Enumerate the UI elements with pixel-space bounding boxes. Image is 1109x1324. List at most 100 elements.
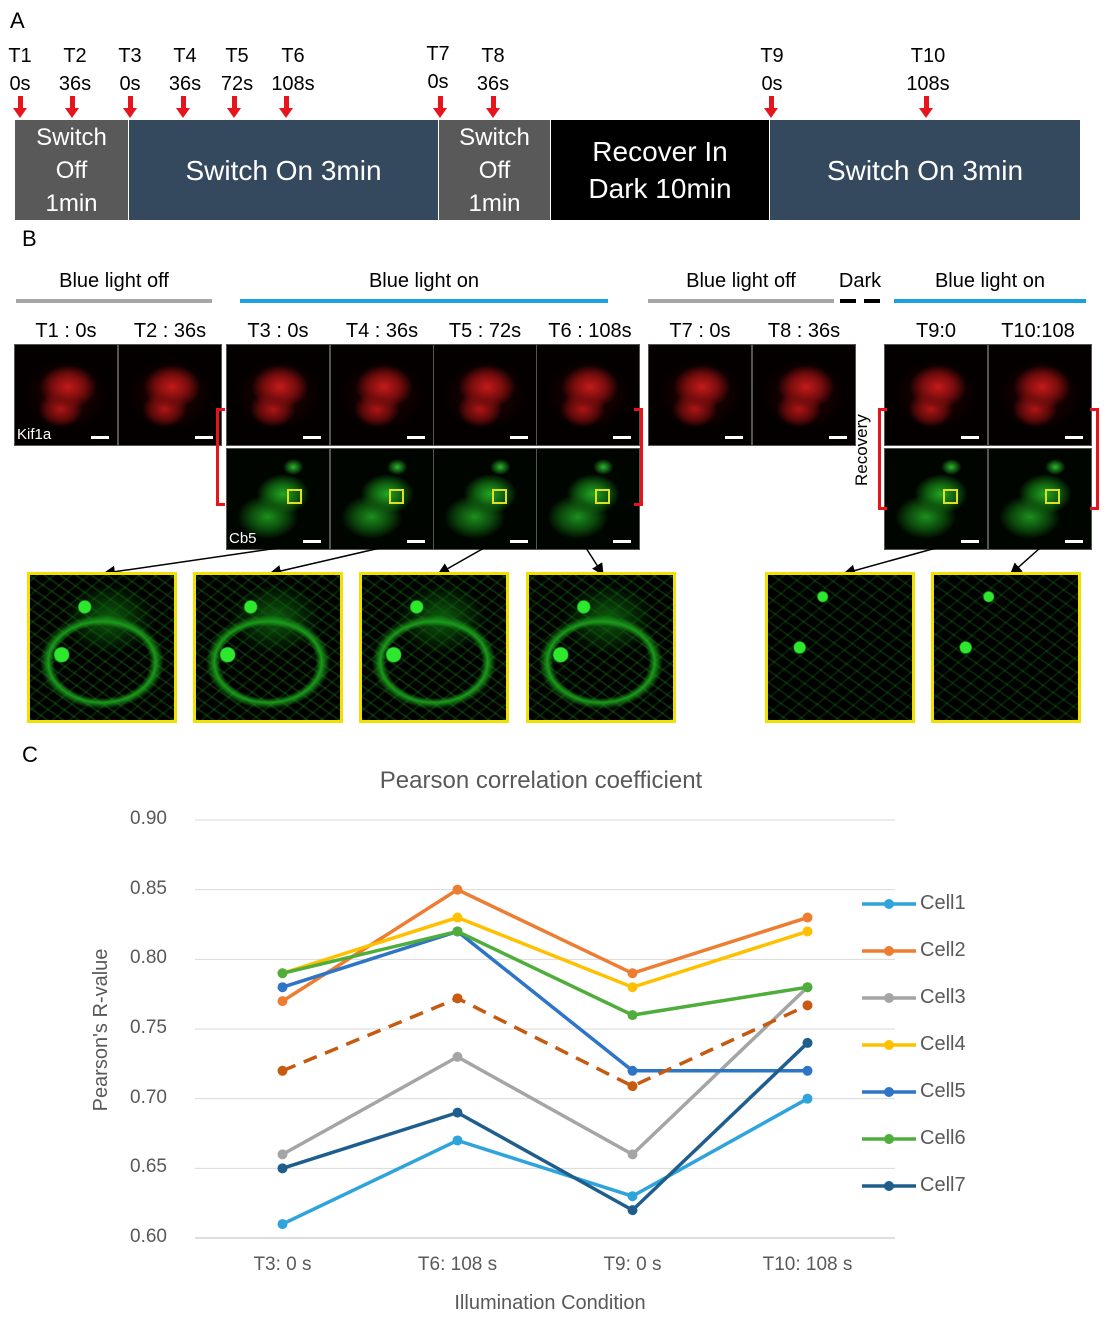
micrograph-kif1a [648, 344, 752, 446]
zoom-arrow [585, 547, 604, 576]
data-point [802, 1037, 813, 1048]
scale-bar [510, 436, 528, 439]
x-tick-label: T3: 0 s [253, 1254, 312, 1275]
data-point [452, 993, 463, 1004]
timeline-segment-switch-on: Switch On 3min [770, 120, 1080, 220]
legend-entry: Cell1 [920, 892, 966, 914]
y-tick-label: 0.65 [130, 1156, 167, 1178]
data-point [627, 1065, 638, 1076]
scale-bar [407, 436, 425, 439]
series-line-cell1 [281, 1097, 809, 1226]
data-point [452, 1107, 463, 1118]
scale-bar [195, 436, 213, 439]
right-bracket [1090, 408, 1099, 510]
zoom-panel-cb5 [765, 572, 915, 723]
timeline-marker-time: 36s [476, 73, 510, 95]
zoom-arrow [1009, 547, 1041, 575]
group-label: Blue light on [368, 270, 480, 292]
data-point [452, 912, 463, 923]
zoom-arrow [269, 547, 381, 577]
legend-marker [884, 1040, 894, 1050]
timeline-marker-label: T4 [173, 45, 197, 67]
scale-bar [725, 436, 743, 439]
left-bracket [216, 408, 225, 506]
data-point [277, 996, 288, 1007]
zoom-region-box [492, 489, 507, 504]
timeline-marker-label: T2 [63, 45, 87, 67]
timeline-segment-switch-off: Switch Off 1min [15, 120, 128, 220]
timeline-marker-label: T9 [760, 45, 784, 67]
micrograph-cb5 [536, 448, 640, 550]
legend-entry: Cell3 [920, 986, 966, 1008]
group-line [840, 299, 880, 303]
y-tick-label: 0.75 [130, 1017, 167, 1038]
zoom-panel-cb5 [526, 572, 676, 723]
micrograph-kif1a [988, 344, 1092, 446]
timeline-marker-time: 0s [761, 73, 783, 95]
timeline-segment-switch-on: Switch On 3min [129, 120, 438, 220]
data-point [627, 1149, 638, 1160]
group-label: Dark [838, 270, 882, 292]
micrograph-kif1a [536, 344, 640, 446]
zoom-panel-cb5 [27, 572, 177, 723]
scale-bar [91, 436, 109, 439]
x-axis-label: Illumination Condition [454, 1292, 646, 1314]
timepoint-label: T2 : 36s [133, 320, 207, 342]
channel-label-cb5: Cb5 [229, 530, 257, 547]
timepoint-label: T4 : 36s [345, 320, 419, 342]
timepoint-label: T8 : 36s [767, 320, 841, 342]
micrograph-kif1a [330, 344, 434, 446]
micrograph-cb5 [330, 448, 434, 550]
legend-marker [884, 1087, 894, 1097]
timeline-marker-time: 108s [906, 73, 950, 95]
timepoint-label: T10:108 [1001, 320, 1075, 342]
timeline-marker-time: 0s [9, 73, 31, 95]
series-line-cell6 [282, 929, 808, 1017]
timeline-segment-switch-off: Switch Off 1min [439, 120, 550, 220]
zoom-arrows [103, 547, 1041, 578]
x-tick-label: T6: 108 s [417, 1254, 498, 1275]
data-point [277, 1065, 288, 1076]
series-line-cell7 [281, 1041, 809, 1213]
zoom-panel-cb5 [359, 572, 509, 723]
timeline-marker-label: T1 [8, 45, 32, 67]
micrograph-kif1a: Kif1a [14, 344, 118, 446]
legend-entry: Cell7 [920, 1174, 966, 1196]
legend-entry: Cell2 [920, 939, 966, 961]
panel-label-a: A [10, 8, 25, 33]
y-tick-label: 0.80 [130, 947, 167, 969]
timeline-marker-time: 0s [119, 73, 141, 95]
zoom-arrow [843, 547, 937, 577]
timeline-marker-time: 108s [271, 73, 315, 95]
timeline-marker-time: 36s [168, 73, 202, 95]
panel-label-b: B [22, 226, 37, 251]
timepoint-label: T7 : 0s [669, 320, 731, 342]
scale-bar [613, 540, 631, 543]
zoom-arrow [103, 547, 279, 578]
data-point [802, 1000, 813, 1011]
micrograph-kif1a [118, 344, 222, 446]
chart-title: Pearson correlation coefficient [379, 767, 703, 794]
y-tick-label: 0.70 [130, 1086, 167, 1108]
micrograph-kif1a [226, 344, 330, 446]
series-line-cell4 [281, 915, 809, 990]
scale-bar [303, 436, 321, 439]
data-point [452, 926, 463, 937]
micrograph-kif1a [884, 344, 988, 446]
timepoint-label: T5 : 72s [448, 320, 522, 342]
data-point [627, 1010, 638, 1021]
data-point [627, 968, 638, 979]
y-tick-label: 0.90 [130, 808, 167, 829]
scale-bar [961, 436, 979, 439]
timepoint-label: T1 : 0s [35, 320, 97, 342]
scale-bar [1065, 436, 1083, 439]
scale-bar [303, 540, 321, 543]
timeline-marker-time: 36s [58, 73, 92, 95]
timeline-marker-time: 0s [427, 71, 449, 93]
legend-marker [884, 1134, 894, 1144]
panel-label-c: C [22, 742, 38, 767]
legend-entry: Cell6 [920, 1127, 966, 1149]
group-line [648, 299, 834, 303]
legend-marker [884, 946, 894, 956]
zoom-panel-cb5 [193, 572, 343, 723]
